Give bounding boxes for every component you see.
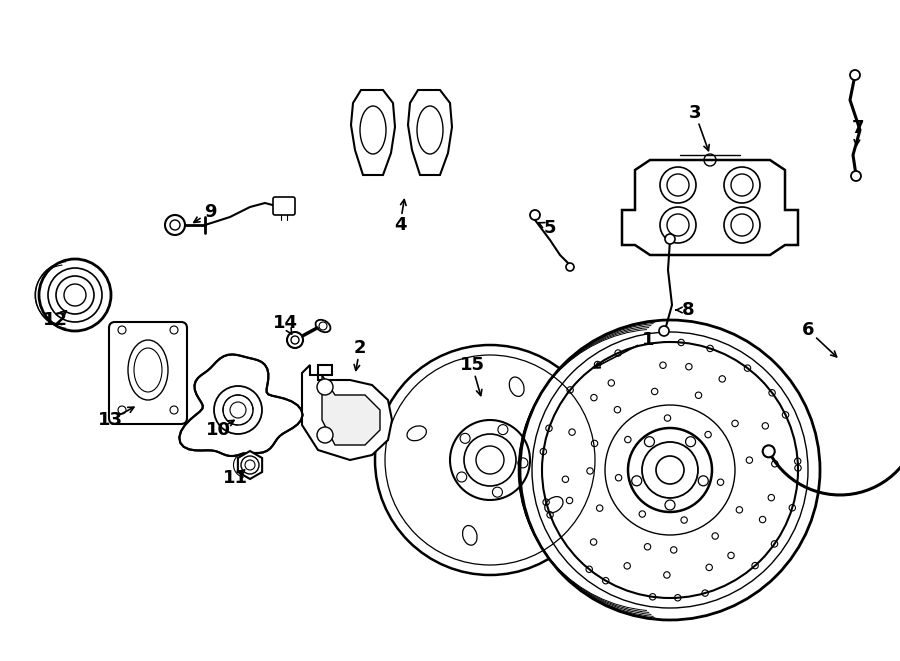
- Text: 8: 8: [681, 301, 694, 319]
- Text: 2: 2: [354, 339, 366, 357]
- Polygon shape: [322, 375, 380, 445]
- Text: 14: 14: [273, 314, 298, 332]
- FancyBboxPatch shape: [273, 197, 295, 215]
- Circle shape: [165, 215, 185, 235]
- Polygon shape: [302, 365, 392, 460]
- Circle shape: [39, 259, 111, 331]
- Text: 12: 12: [42, 311, 68, 329]
- Circle shape: [850, 70, 860, 80]
- Text: 6: 6: [802, 321, 814, 339]
- Text: 5: 5: [544, 219, 556, 237]
- Text: 15: 15: [460, 356, 484, 374]
- Circle shape: [317, 427, 333, 443]
- Circle shape: [762, 446, 775, 457]
- Polygon shape: [622, 160, 798, 255]
- Circle shape: [317, 379, 333, 395]
- Text: 1: 1: [642, 331, 654, 349]
- Polygon shape: [408, 90, 452, 175]
- Text: 10: 10: [205, 421, 230, 439]
- Polygon shape: [179, 354, 302, 456]
- Polygon shape: [238, 451, 262, 479]
- Circle shape: [665, 234, 675, 244]
- Circle shape: [660, 207, 696, 243]
- Circle shape: [375, 345, 605, 575]
- Text: 4: 4: [394, 216, 406, 234]
- Text: 3: 3: [688, 104, 701, 122]
- Circle shape: [659, 326, 669, 336]
- Text: 11: 11: [222, 469, 248, 487]
- Circle shape: [724, 167, 760, 203]
- Circle shape: [851, 171, 861, 181]
- Polygon shape: [351, 90, 395, 175]
- Text: 9: 9: [203, 203, 216, 221]
- Text: 13: 13: [97, 411, 122, 429]
- Text: 7: 7: [851, 119, 864, 137]
- Circle shape: [724, 207, 760, 243]
- Circle shape: [287, 332, 303, 348]
- Circle shape: [566, 263, 574, 271]
- Circle shape: [520, 320, 820, 620]
- Circle shape: [530, 210, 540, 220]
- FancyBboxPatch shape: [109, 322, 187, 424]
- Circle shape: [660, 167, 696, 203]
